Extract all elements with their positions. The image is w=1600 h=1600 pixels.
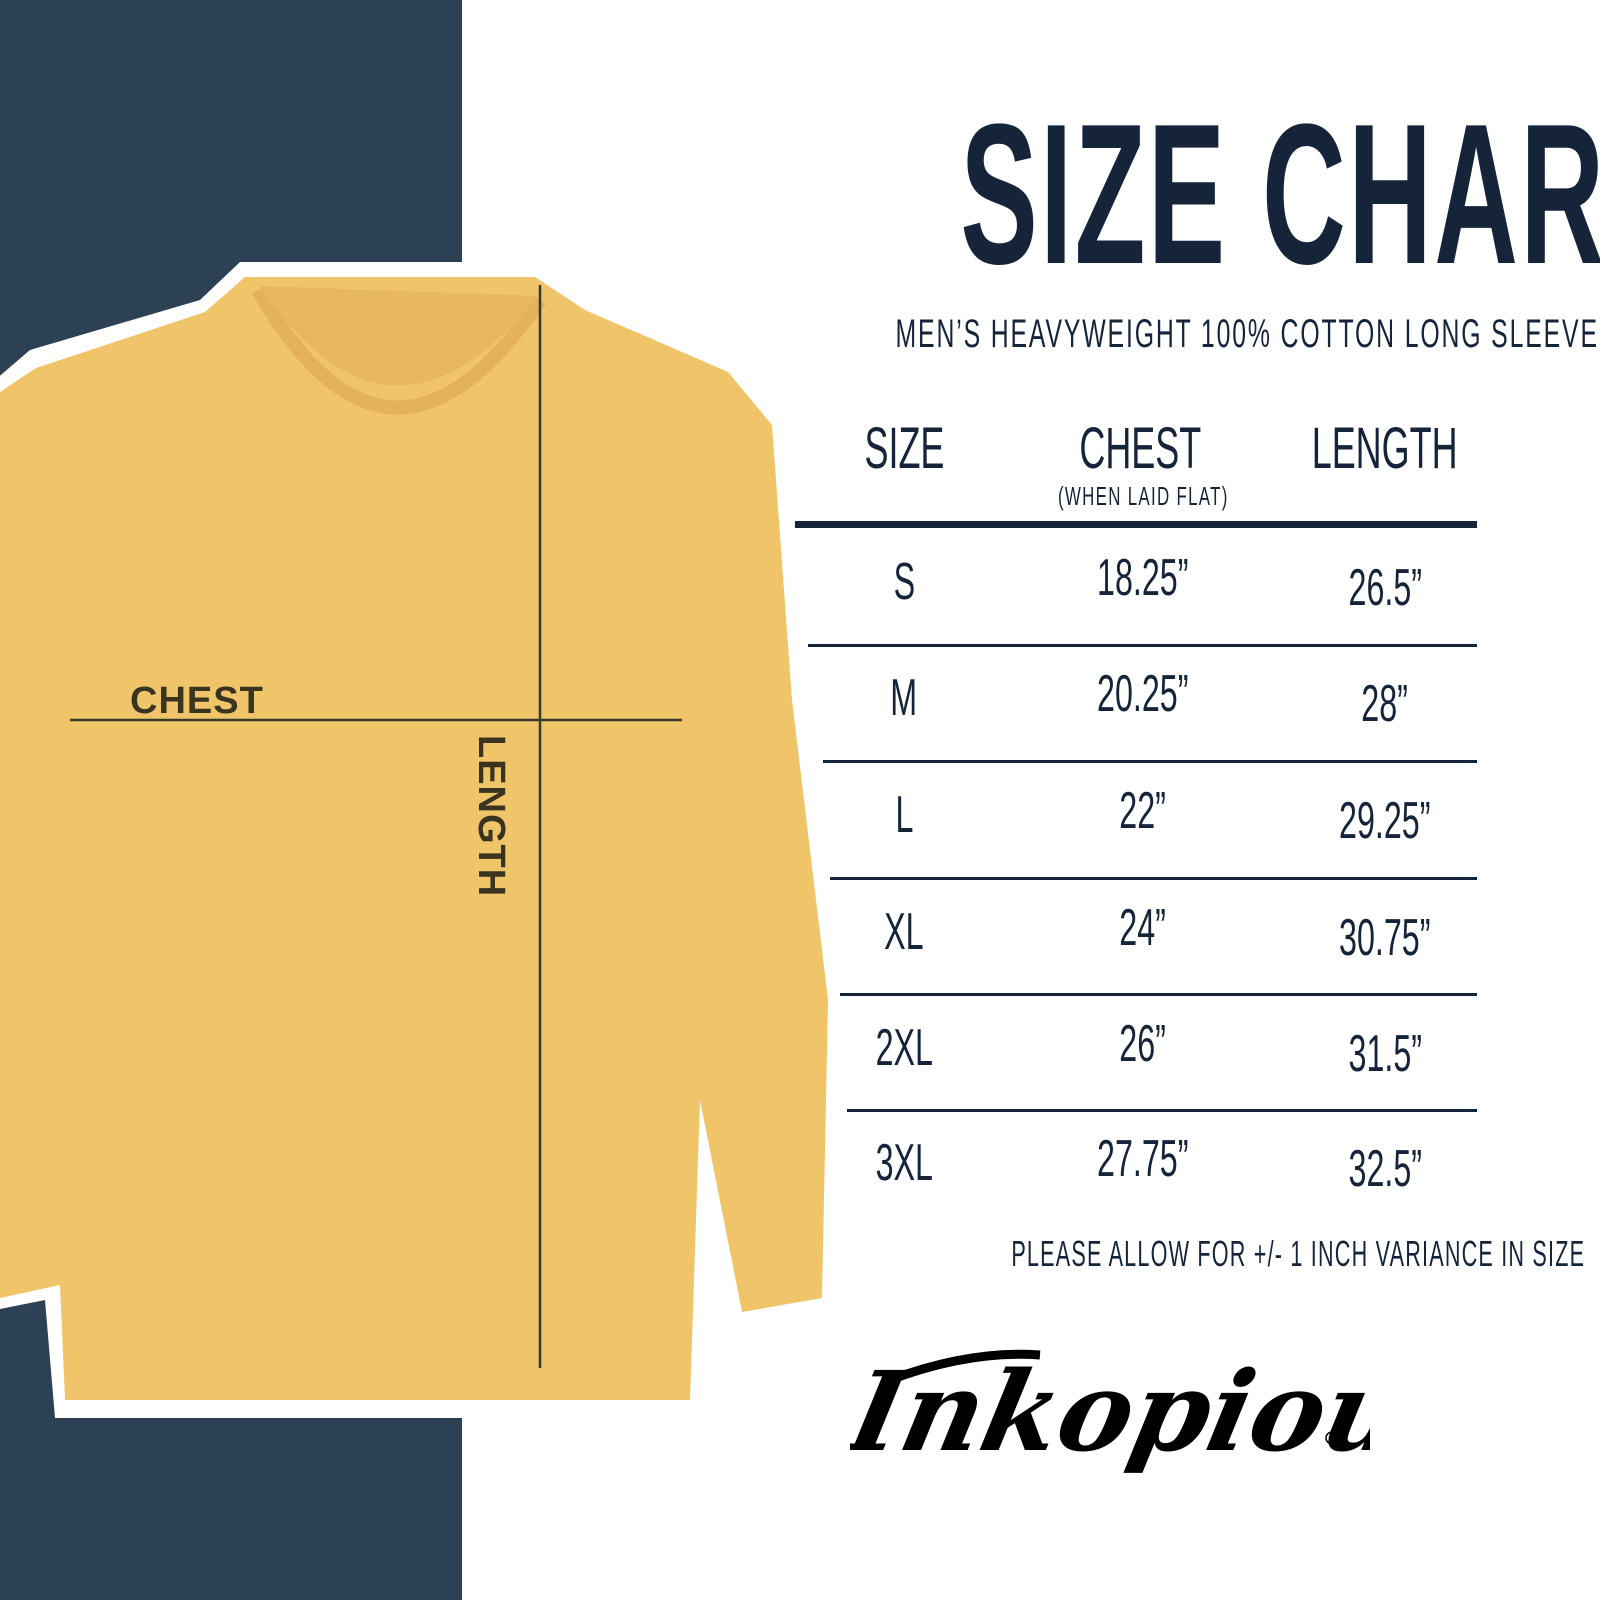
title-text: SIZE CHART (960, 83, 1600, 306)
cell-chest: 24” (993, 902, 1293, 954)
cell-size-text: L (895, 786, 913, 844)
chest-label: CHEST (130, 680, 264, 722)
header-size-text: SIZE (864, 416, 944, 481)
cell-length-text: 28” (1361, 675, 1409, 733)
cell-length-text: 29.25” (1339, 792, 1431, 850)
cell-size: M (754, 672, 1054, 724)
cell-length: 26.5” (1235, 562, 1535, 614)
cell-size-text: S (893, 553, 915, 611)
cell-length: 29.25” (1235, 795, 1535, 847)
page-title: SIZE CHART (700, 95, 1600, 295)
cell-length: 30.75” (1235, 912, 1535, 964)
subtitle: MEN’S HEAVYWEIGHT 100% COTTON LONG SLEEV… (680, 314, 1597, 354)
cell-chest: 20.25” (993, 668, 1293, 720)
header-chest-note: (WHEN LAID FLAT) (993, 483, 1293, 509)
cell-length-text: 30.75” (1339, 909, 1431, 967)
header-divider (795, 521, 1477, 528)
subtitle-text: MEN’S HEAVYWEIGHT 100% COTTON LONG SLEEV… (895, 312, 1599, 356)
cell-chest-text: 26” (1119, 1015, 1167, 1073)
cell-size: 3XL (754, 1137, 1054, 1189)
variance-note: PLEASE ALLOW FOR +/- 1 INCH VARIANCE IN … (820, 1236, 1584, 1272)
cell-chest-text: 24” (1119, 899, 1167, 957)
cell-chest: 22” (993, 785, 1293, 837)
cell-length-text: 31.5” (1348, 1025, 1422, 1083)
cell-length-text: 26.5” (1348, 559, 1422, 617)
cell-length: 31.5” (1235, 1028, 1535, 1080)
cell-chest: 18.25” (993, 552, 1293, 604)
cell-chest: 27.75” (993, 1133, 1293, 1185)
cell-length-text: 32.5” (1348, 1140, 1422, 1198)
cell-chest-text: 27.75” (1097, 1130, 1189, 1188)
variance-note-text: PLEASE ALLOW FOR +/- 1 INCH VARIANCE IN … (1011, 1233, 1586, 1274)
cell-size: L (754, 789, 1054, 841)
cell-size-text: 2XL (875, 1019, 933, 1077)
row-divider (840, 993, 1477, 996)
header-chest-note-text: (WHEN LAID FLAT) (1057, 481, 1229, 511)
inkopious-logo: Inkopious (850, 1348, 1370, 1477)
header-length: LENGTH (1235, 420, 1535, 478)
row-divider (823, 760, 1477, 763)
header-length-text: LENGTH (1312, 416, 1458, 481)
row-divider (847, 1109, 1477, 1112)
row-divider (830, 877, 1477, 880)
cell-size: 2XL (754, 1022, 1054, 1074)
cell-chest-text: 18.25” (1097, 549, 1189, 607)
length-label: LENGTH (470, 735, 512, 898)
cell-length: 28” (1235, 678, 1535, 730)
header-chest-text: CHEST (1079, 416, 1201, 481)
long-sleeve-shirt-image (0, 262, 845, 1418)
cell-chest-text: 22” (1119, 782, 1167, 840)
row-divider (808, 644, 1477, 647)
cell-chest-text: 20.25” (1097, 665, 1189, 723)
cell-size: XL (754, 906, 1054, 958)
cell-size-text: 3XL (875, 1134, 933, 1192)
cell-size: S (754, 556, 1054, 608)
cell-size-text: M (890, 669, 918, 727)
cell-size-text: XL (884, 903, 924, 961)
cell-length: 32.5” (1235, 1143, 1535, 1195)
header-chest: CHEST (990, 420, 1290, 478)
header-size: SIZE (754, 420, 1054, 478)
cell-chest: 26” (993, 1018, 1293, 1070)
